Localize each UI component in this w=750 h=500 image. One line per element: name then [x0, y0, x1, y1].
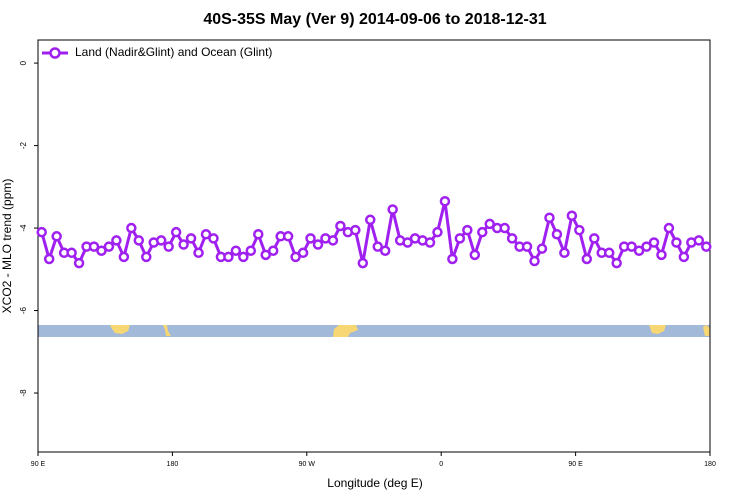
data-point	[544, 212, 555, 223]
data-point	[559, 247, 570, 259]
data-point	[253, 228, 264, 240]
data-point	[36, 226, 47, 238]
y-tick-label: -6	[19, 306, 28, 314]
x-tick-label: 90 W	[299, 461, 316, 468]
y-tick-label: -2	[19, 141, 28, 149]
data-point	[372, 241, 383, 252]
data-point	[506, 233, 518, 244]
data-point	[208, 233, 219, 244]
x-tick-label: 0	[439, 461, 443, 468]
data-point	[424, 237, 436, 248]
data-point	[96, 245, 107, 256]
data-point	[663, 222, 675, 234]
legend-marker	[49, 47, 61, 59]
legend-label: Land (Nadir&Glint) and Ocean (Glint)	[75, 45, 272, 59]
y-tick-label: -8	[19, 389, 28, 397]
map-strip	[38, 325, 710, 337]
data-point	[521, 241, 533, 252]
data-point	[267, 245, 279, 256]
data-point	[43, 253, 55, 265]
data-point	[656, 249, 667, 261]
data-point	[230, 245, 242, 256]
data-point	[312, 239, 324, 250]
data-point	[484, 218, 495, 230]
data-point	[566, 210, 578, 221]
data-point	[671, 237, 682, 248]
data-point	[536, 243, 548, 254]
data-point	[133, 235, 145, 246]
data-point	[155, 235, 167, 246]
data-point	[260, 249, 271, 261]
data-point	[350, 224, 361, 236]
data-point	[178, 239, 189, 250]
data-point	[51, 231, 62, 242]
data-point	[185, 233, 197, 244]
data-point	[163, 241, 174, 252]
data-point	[633, 245, 645, 256]
data-point	[170, 226, 182, 238]
data-point	[335, 220, 346, 232]
x-axis-label: Longitude (deg E)	[327, 476, 422, 490]
data-point	[66, 247, 77, 259]
data-point	[379, 245, 391, 256]
data-point	[111, 235, 122, 246]
x-tick-label: 90 E	[568, 461, 583, 468]
data-point	[387, 204, 398, 215]
data-point	[141, 251, 152, 263]
data-point	[432, 226, 443, 238]
chart-title: 40S-35S May (Ver 9) 2014-09-06 to 2018-1…	[203, 11, 546, 28]
data-point	[73, 257, 85, 269]
data-point	[245, 245, 257, 256]
data-point	[282, 231, 294, 242]
data-point	[574, 224, 585, 236]
data-point	[200, 228, 212, 240]
x-tick-label: 180	[167, 461, 179, 468]
data-point	[238, 251, 249, 263]
data-point	[118, 251, 130, 263]
data-point	[103, 241, 115, 252]
data-point	[126, 222, 137, 234]
y-tick-label: -4	[19, 224, 28, 232]
x-tick-label: 180	[704, 461, 716, 468]
data-point	[641, 241, 652, 252]
data-point	[462, 224, 473, 236]
data-point	[589, 233, 600, 244]
data-point	[447, 253, 458, 265]
data-point	[529, 255, 540, 267]
data-point	[327, 235, 339, 246]
data-point	[193, 247, 204, 259]
data-point	[454, 233, 466, 244]
x-tick-label: 90 E	[31, 461, 46, 468]
data-point	[223, 251, 234, 263]
data-point	[581, 253, 593, 265]
data-point	[290, 251, 301, 263]
data-point	[439, 196, 451, 207]
data-point	[678, 251, 690, 263]
data-point	[611, 257, 622, 269]
data-point	[88, 241, 100, 252]
data-point	[305, 233, 316, 244]
data-point	[469, 249, 481, 261]
data-point	[693, 235, 705, 246]
data-point	[603, 247, 615, 259]
data-point	[477, 226, 488, 238]
data-point	[626, 241, 637, 252]
y-tick-label: 0	[19, 60, 28, 65]
data-point	[648, 237, 660, 248]
data-point	[701, 241, 712, 252]
data-point	[357, 257, 369, 269]
data-point	[499, 222, 510, 234]
data-point	[297, 247, 309, 259]
data-point	[402, 237, 413, 248]
data-point	[365, 214, 376, 226]
y-axis-label: XCO2 - MLO trend (ppm)	[0, 179, 14, 314]
legend: Land (Nadir&Glint) and Ocean (Glint)	[42, 45, 272, 59]
data-point	[551, 228, 563, 240]
